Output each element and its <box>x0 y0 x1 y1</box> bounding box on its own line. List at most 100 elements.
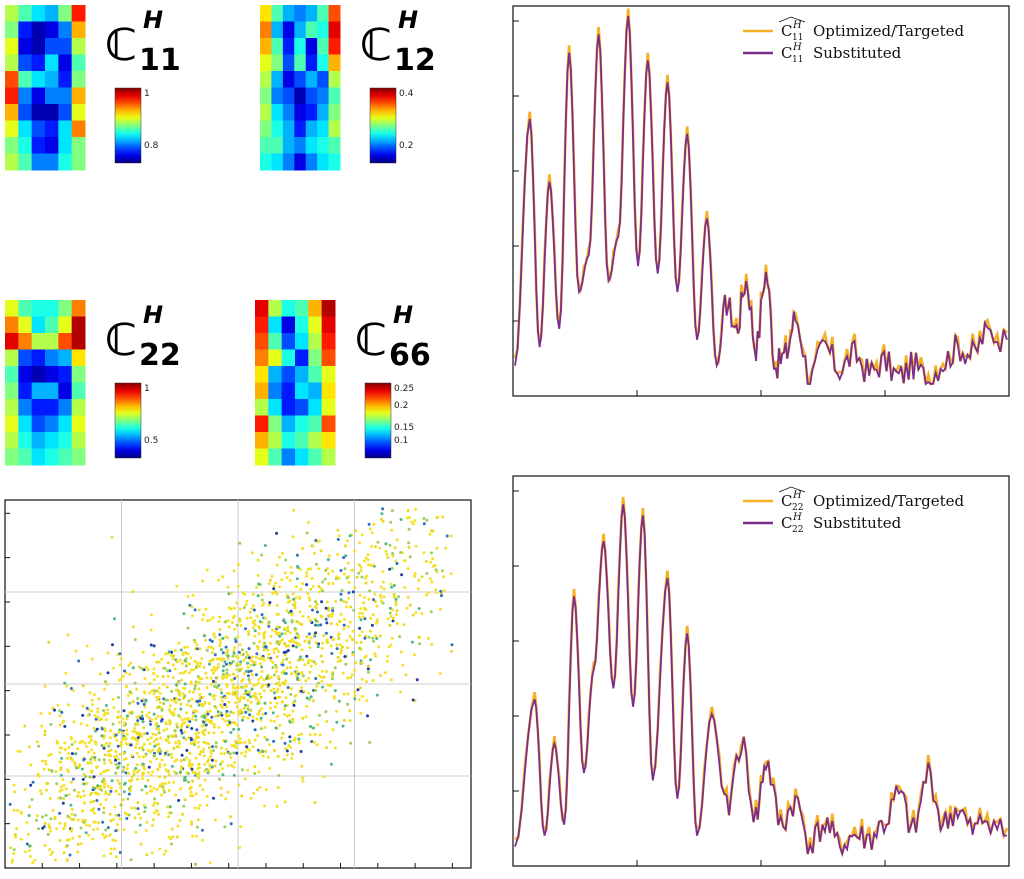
scatter-point <box>200 828 204 832</box>
scatter-point <box>94 742 98 746</box>
scatter-point <box>252 608 256 612</box>
scatter-point <box>178 818 182 822</box>
heatmap-cell <box>305 137 318 154</box>
scatter-point <box>398 690 402 694</box>
scatter-point <box>159 719 163 723</box>
scatter-point <box>159 749 163 753</box>
legend-symbol: C <box>781 514 792 532</box>
scatter-point <box>317 642 321 646</box>
scatter-point <box>154 723 158 727</box>
scatter-point <box>251 715 255 719</box>
heatmap-cell <box>71 38 86 55</box>
scatter-point <box>131 666 135 670</box>
scatter-point <box>360 661 364 665</box>
scatter-point <box>37 774 41 778</box>
heatmap-cell <box>31 153 46 171</box>
scatter-point <box>116 757 120 761</box>
legend-label: Substituted <box>813 44 902 62</box>
scatter-point <box>167 815 171 819</box>
scatter-point <box>218 641 222 645</box>
heatmap-cell <box>308 399 323 416</box>
scatter-point <box>320 679 324 683</box>
scatter-point <box>272 691 276 695</box>
scatter-point <box>168 669 172 673</box>
scatter-point <box>133 638 137 642</box>
heatmap-cell <box>18 87 33 105</box>
scatter-point <box>337 534 341 538</box>
scatter-point <box>135 777 139 781</box>
scatter-point <box>271 661 275 664</box>
scatter-point <box>147 716 151 720</box>
scatter-point <box>442 575 445 579</box>
scatter-point <box>276 714 280 718</box>
scatter-point <box>48 797 52 800</box>
scatter-point <box>190 822 194 826</box>
scatter-point <box>131 590 135 594</box>
scatter-point <box>234 701 238 705</box>
scatter-point <box>114 813 118 817</box>
heatmap-cell <box>260 5 272 22</box>
heatmap-cell <box>282 153 295 171</box>
scatter-point <box>305 696 309 700</box>
scatter-point <box>413 519 417 523</box>
scatter-point <box>271 628 275 632</box>
scatter-point <box>266 648 270 652</box>
scatter-point <box>233 721 236 725</box>
series-line-substituted <box>514 504 1007 858</box>
scatter-point <box>283 621 287 625</box>
scatter-point <box>152 678 156 682</box>
scatter-point <box>114 855 118 859</box>
scatter-point <box>123 782 126 786</box>
scatter-point <box>314 677 318 680</box>
scatter-point <box>141 720 145 724</box>
scatter-point <box>269 658 273 662</box>
scatter-point <box>438 672 442 676</box>
scatter-point <box>136 697 140 700</box>
scatter-point <box>39 712 43 715</box>
scatter-point <box>283 672 287 675</box>
scatter-point <box>379 596 383 599</box>
scatter-point <box>224 662 228 666</box>
scatter-point <box>384 549 388 553</box>
scatter-point <box>16 749 20 753</box>
heatmap-cell <box>31 38 46 55</box>
heatmap-cell <box>5 21 19 39</box>
heatmap-cell <box>282 21 295 39</box>
scatter-point <box>193 640 197 644</box>
scatter-point <box>238 617 242 621</box>
scatter-point <box>351 653 355 657</box>
scatter-point <box>173 729 177 733</box>
heatmap-cell <box>71 432 86 449</box>
scatter-point <box>165 685 169 689</box>
heatmap-cell <box>58 71 73 88</box>
scatter-point <box>256 574 260 577</box>
scatter-point <box>76 794 80 798</box>
scatter-point <box>268 766 272 770</box>
heatmap-cell <box>328 120 341 138</box>
scatter-point <box>102 746 106 750</box>
scatter-point <box>90 657 94 661</box>
scatter-point <box>346 692 350 696</box>
scatter-point <box>236 584 240 588</box>
heatmap-cell <box>271 5 284 22</box>
scatter-point <box>320 600 324 604</box>
scatter-point <box>296 658 300 662</box>
scatter-point <box>76 818 80 822</box>
heatmap-cell <box>45 349 59 367</box>
scatter-point <box>224 719 228 723</box>
scatter-point <box>180 753 184 757</box>
scatter-point <box>223 825 227 829</box>
scatter-point <box>197 731 201 735</box>
heatmap-cell <box>58 153 73 171</box>
scatter-point <box>164 722 168 726</box>
heatmap-cell <box>295 415 309 433</box>
scatter-point <box>269 701 272 705</box>
series-line-substituted <box>514 15 1008 386</box>
scatter-point <box>129 743 133 747</box>
scatter-point <box>316 610 319 614</box>
scatter-point <box>195 773 199 776</box>
scatter-point <box>112 818 115 822</box>
scatter-point <box>208 763 212 767</box>
scatter-point <box>181 812 185 816</box>
